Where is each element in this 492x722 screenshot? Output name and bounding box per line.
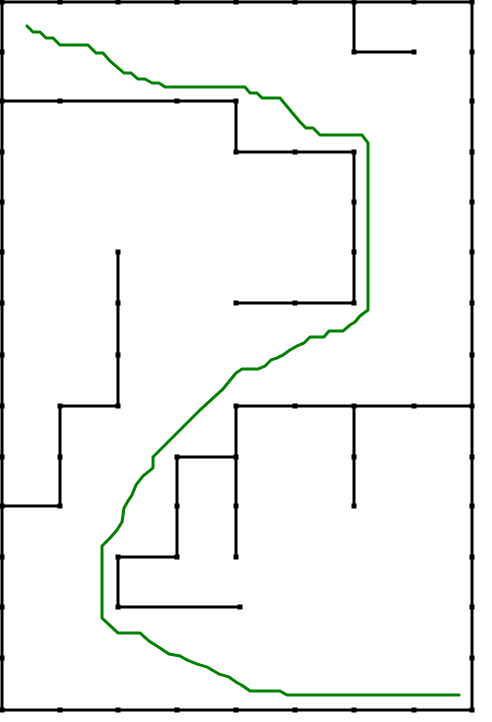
grid-node-dot [469,249,475,255]
grid-node-dot [469,604,475,610]
grid-node-dot [469,0,475,5]
grid-node-dot [115,300,121,306]
grid-node-dot [233,707,239,713]
grid-node-dot [237,604,243,610]
grid-node-dot [0,604,5,610]
grid-node-dot [0,503,5,509]
grid-node-dot [0,707,5,713]
solution-path [25,24,461,697]
grid-node-dot [57,454,63,460]
grid-node-dot [469,199,475,205]
grid-node-dot [115,707,121,713]
grid-node-dot [292,300,298,306]
grid-node-dot [469,300,475,306]
grid-node-dot [57,403,63,409]
grid-node-dot [411,0,417,5]
grid-node-dot [469,98,475,104]
grid-node-dot [351,503,357,509]
grid-node-dot [0,403,5,409]
grid-node-dot [469,707,475,713]
grid-node-dot [174,454,180,460]
grid-node-dot [115,249,121,255]
grid-node-dot [233,403,239,409]
grid-node-dot [0,98,5,104]
grid-node-dot [351,454,357,460]
grid-node-dot [233,554,239,560]
grid-node-dot [174,554,180,560]
grid-node-dot [292,403,298,409]
grid-node-dot [57,98,63,104]
grid-node-dot [115,403,121,409]
grid-node-dot [0,249,5,255]
grid-node-dot [351,249,357,255]
grid-node-dot [0,655,5,661]
grid-node-dot [0,352,5,358]
grid-node-dot [469,149,475,155]
grid-node-dot [351,0,357,5]
grid-node-dot [174,98,180,104]
grid-node-dot [57,707,63,713]
grid-node-dot [0,49,5,55]
maze-grid-nodes [0,0,475,713]
grid-node-dot [292,0,298,5]
grid-node-dot [292,707,298,713]
grid-node-dot [57,503,63,509]
grid-node-dot [469,655,475,661]
grid-node-dot [115,604,121,610]
grid-node-dot [233,98,239,104]
grid-node-dot [233,0,239,5]
grid-node-dot [469,454,475,460]
grid-node-dot [351,149,357,155]
grid-node-dot [292,149,298,155]
grid-node-dot [0,454,5,460]
grid-node-dot [469,554,475,560]
grid-node-dot [0,0,5,5]
grid-node-dot [0,149,5,155]
grid-node-dot [351,199,357,205]
grid-node-dot [469,352,475,358]
grid-node-dot [233,300,239,306]
grid-node-dot [411,707,417,713]
grid-node-dot [411,49,417,55]
wall-lower-step [116,455,242,609]
grid-node-dot [351,300,357,306]
grid-node-dot [351,707,357,713]
grid-node-dot [0,199,5,205]
grid-node-dot [351,49,357,55]
grid-node-dot [233,149,239,155]
grid-node-dot [233,454,239,460]
grid-node-dot [115,352,121,358]
grid-node-dot [411,403,417,409]
grid-node-dot [0,300,5,306]
grid-node-dot [174,0,180,5]
grid-node-dot [174,707,180,713]
grid-node-dot [469,503,475,509]
grid-node-dot [174,503,180,509]
grid-node-dot [469,403,475,409]
grid-node-dot [115,0,121,5]
grid-node-dot [57,0,63,5]
grid-node-dot [115,554,121,560]
grid-node-dot [351,403,357,409]
grid-node-dot [233,503,239,509]
grid-node-dot [469,49,475,55]
grid-node-dot [0,554,5,560]
